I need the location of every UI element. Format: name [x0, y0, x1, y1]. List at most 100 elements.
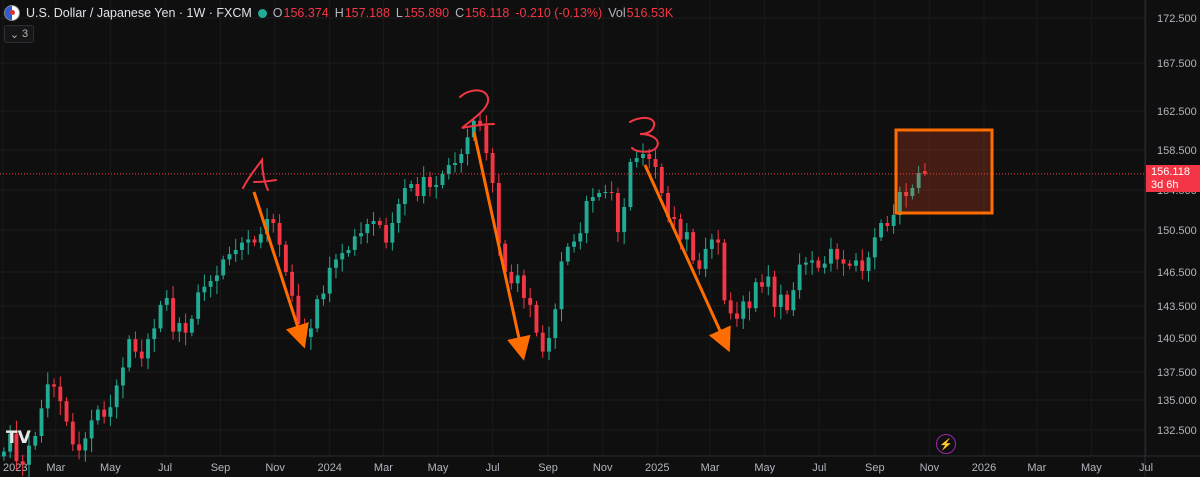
- candle-body: [27, 445, 31, 465]
- candle-body: [453, 163, 457, 165]
- candle-body: [158, 304, 163, 329]
- candle-body: [503, 243, 508, 272]
- candle-body: [390, 223, 395, 243]
- candle-body: [703, 248, 708, 269]
- candle-body: [308, 328, 313, 337]
- candle-body: [146, 339, 150, 359]
- volume-label: Vol: [608, 6, 626, 20]
- candle-body: [45, 384, 50, 409]
- indicators-toggle-button[interactable]: ⌄ 3: [4, 25, 34, 43]
- candle-body: [177, 323, 182, 332]
- candle-body: [778, 294, 783, 308]
- candle-body: [753, 282, 758, 309]
- x-tick-label: Mar: [701, 462, 720, 474]
- y-tick-label: 146.500: [1157, 267, 1197, 279]
- candle-body: [722, 242, 727, 301]
- candle-body: [346, 249, 351, 254]
- last-price-value: 156.118: [1151, 166, 1190, 178]
- x-tick-label: Jul: [486, 462, 500, 474]
- x-tick-label: Sep: [538, 462, 558, 474]
- candle-body: [227, 254, 232, 260]
- indicator-count: 3: [22, 28, 29, 40]
- candle-body: [102, 409, 107, 417]
- y-tick-label: 137.500: [1157, 367, 1197, 379]
- candle-body: [409, 184, 414, 188]
- wave-number-label: [459, 89, 495, 129]
- candle-body: [597, 193, 602, 197]
- y-tick-label: 140.500: [1157, 333, 1197, 345]
- candle-body: [120, 367, 125, 386]
- candle-body: [760, 282, 764, 287]
- candle-body: [440, 174, 445, 185]
- y-tick-label: 162.500: [1157, 106, 1197, 118]
- x-tick-label: Nov: [265, 462, 285, 474]
- candle-body: [553, 309, 558, 338]
- candle-body: [340, 253, 345, 260]
- candle-body: [659, 167, 664, 193]
- candle-body: [70, 421, 75, 445]
- candle-body: [202, 286, 207, 293]
- candle-body: [252, 239, 257, 243]
- candle-body: [766, 276, 771, 287]
- candle-body: [816, 260, 821, 268]
- tradingview-logo[interactable]: TV: [6, 428, 31, 448]
- candle-body: [691, 232, 696, 261]
- candle-body: [634, 158, 639, 162]
- candle-body: [885, 223, 890, 226]
- symbol-title[interactable]: U.S. Dollar / Japanese Yen · 1W · FXCM: [26, 6, 252, 20]
- candle-body: [772, 276, 777, 308]
- x-tick-label: Mar: [1027, 462, 1046, 474]
- x-tick-label: Mar: [46, 462, 65, 474]
- candle-body: [797, 264, 802, 291]
- candle-body: [922, 171, 927, 174]
- candle-body: [246, 239, 251, 243]
- chevron-down-icon: ⌄: [9, 28, 20, 41]
- candle-body: [183, 323, 188, 333]
- candle-body: [377, 221, 382, 225]
- candle-body: [384, 225, 389, 243]
- candle-body: [822, 263, 827, 268]
- candle-body: [189, 318, 194, 333]
- candle-body: [52, 384, 56, 387]
- legend-bar: U.S. Dollar / Japanese Yen · 1W · FXCM O…: [4, 3, 679, 23]
- y-tick-label: 150.500: [1157, 225, 1197, 237]
- candle-body: [684, 232, 689, 240]
- candle-body: [897, 192, 902, 215]
- high-value: 157.188: [344, 6, 390, 20]
- candle-body: [33, 436, 38, 446]
- candle-body: [829, 248, 833, 264]
- candle-body: [709, 239, 714, 249]
- downtrend-arrow: [252, 191, 309, 349]
- candle-body: [641, 154, 645, 158]
- candle-body: [327, 267, 332, 294]
- x-tick-label: 2026: [972, 462, 996, 474]
- candle-body: [196, 292, 201, 319]
- x-tick-label: May: [1081, 462, 1102, 474]
- candle-body: [528, 298, 533, 305]
- high-label: H: [334, 6, 344, 20]
- candle-body: [39, 408, 44, 436]
- candle-body: [509, 272, 514, 284]
- candle-body: [916, 173, 921, 188]
- close-label: C: [455, 6, 465, 20]
- candle-body: [547, 338, 551, 352]
- candle-body: [114, 385, 119, 408]
- last-price-tag: 156.118 3d 6h: [1146, 165, 1200, 192]
- candle-body: [879, 223, 884, 238]
- lightning-alert-icon[interactable]: ⚡: [936, 434, 956, 454]
- open-value: 156.374: [283, 6, 329, 20]
- close-value: 156.118: [465, 6, 510, 20]
- plot-area: [0, 0, 1145, 456]
- candle-body: [847, 263, 852, 266]
- candle-body: [290, 272, 295, 296]
- x-tick-label: Jul: [158, 462, 172, 474]
- candle-body: [666, 193, 670, 217]
- candle-body: [603, 192, 608, 193]
- downtrend-arrow: [472, 131, 531, 361]
- x-tick-label: Sep: [211, 462, 231, 474]
- x-tick-label: 2023: [3, 462, 27, 474]
- candle-body: [459, 154, 464, 163]
- candle-body: [747, 301, 752, 309]
